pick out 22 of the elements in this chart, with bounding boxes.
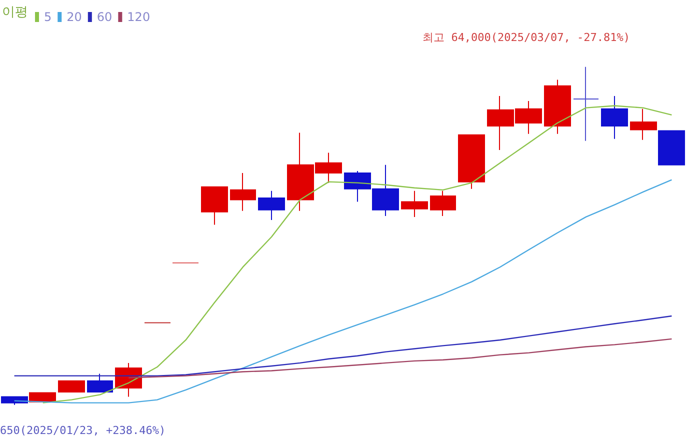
candlestick — [601, 95, 628, 140]
text: 최고 64,000(2025/03/07, -27.81%) — [422, 31, 630, 44]
candlestick — [544, 79, 571, 134]
candlestick — [258, 190, 285, 220]
candlestick — [230, 172, 256, 212]
candlestick — [1, 396, 28, 406]
legend-label: 5 — [44, 10, 52, 24]
legend-title: 이평 — [2, 5, 28, 20]
candlestick — [201, 186, 228, 226]
candlestick — [58, 380, 85, 393]
legend-label: 20 — [66, 10, 82, 24]
legend-label: 60 — [96, 10, 112, 24]
candlestick — [658, 130, 685, 166]
candlestick — [458, 134, 485, 190]
text: 650(2025/01/23, +238.46%) — [0, 424, 166, 437]
candlestick — [430, 190, 456, 216]
candlestick — [29, 392, 56, 402]
legend-label: 120 — [127, 10, 150, 24]
candlestick — [401, 190, 428, 218]
candlestick — [573, 66, 599, 142]
candlestick — [630, 108, 657, 140]
candlestick — [87, 373, 113, 393]
